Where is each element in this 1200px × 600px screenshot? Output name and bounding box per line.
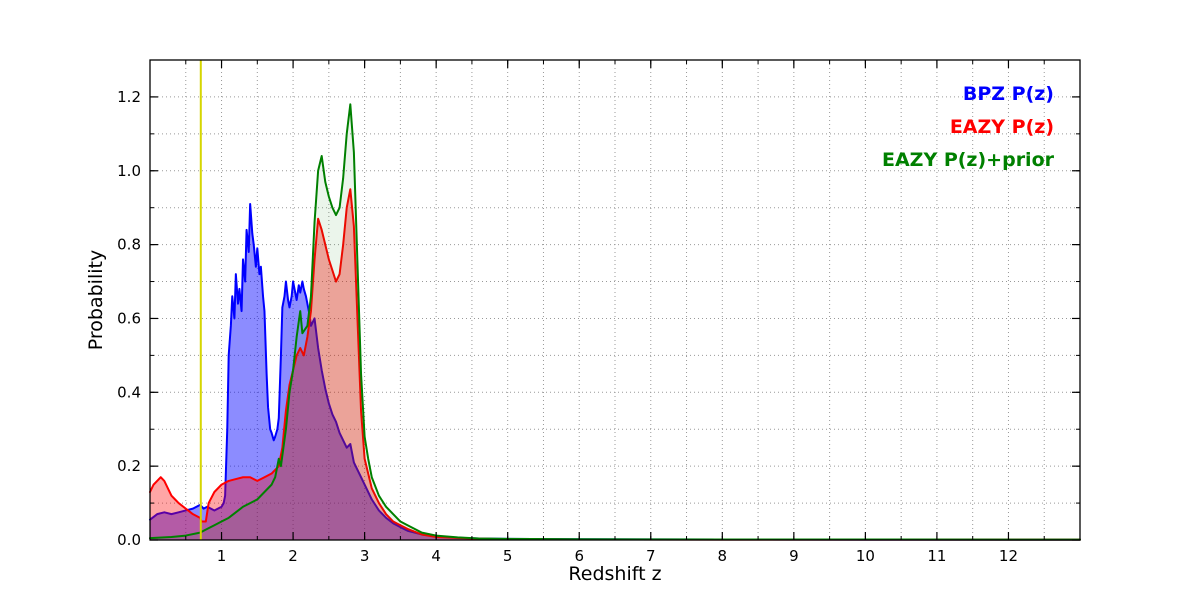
svg-text:10: 10: [856, 547, 875, 565]
svg-text:5: 5: [503, 547, 513, 565]
svg-text:6: 6: [574, 547, 584, 565]
svg-text:0.0: 0.0: [117, 531, 141, 549]
svg-text:9: 9: [789, 547, 799, 565]
svg-text:7: 7: [646, 547, 656, 565]
svg-text:11: 11: [927, 547, 946, 565]
svg-text:1.2: 1.2: [117, 88, 141, 106]
svg-text:4: 4: [431, 547, 441, 565]
legend-item-bpz: BPZ P(z): [882, 78, 1054, 111]
svg-text:2: 2: [288, 547, 298, 565]
svg-text:12: 12: [999, 547, 1018, 565]
legend-label-eazy: EAZY P(z): [949, 116, 1054, 138]
svg-text:8: 8: [718, 547, 728, 565]
x-axis-label: Redshift z: [568, 563, 662, 585]
svg-text:1: 1: [217, 547, 227, 565]
legend-label-bpz: BPZ P(z): [962, 83, 1054, 105]
y-axis-label: Probability: [85, 249, 107, 351]
legend-item-eazy-prior: EAZY P(z)+prior: [882, 144, 1054, 177]
legend-item-eazy: EAZY P(z): [882, 111, 1054, 144]
svg-text:0.6: 0.6: [117, 309, 141, 327]
svg-text:1.0: 1.0: [117, 162, 141, 180]
legend: BPZ P(z) EAZY P(z) EAZY P(z)+prior: [882, 78, 1054, 177]
svg-text:0.4: 0.4: [117, 383, 141, 401]
legend-label-eazy-prior: EAZY P(z)+prior: [881, 149, 1054, 171]
svg-text:3: 3: [360, 547, 370, 565]
svg-text:0.8: 0.8: [117, 236, 141, 254]
svg-text:0.2: 0.2: [117, 457, 141, 475]
